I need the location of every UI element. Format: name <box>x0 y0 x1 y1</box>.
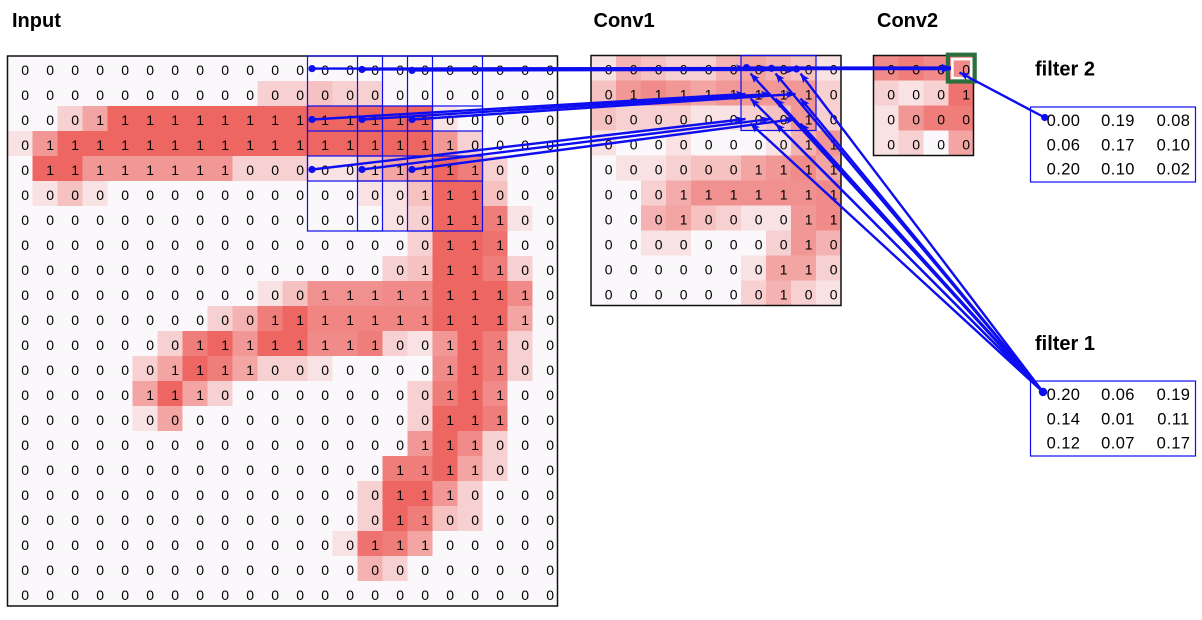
svg-text:Input: Input <box>12 10 61 32</box>
svg-text:0.000.190.08: 0.00 0.19 0.08 <box>1047 112 1191 130</box>
svg-text:0.200.100.02: 0.20 0.10 0.02 <box>1047 160 1191 178</box>
svg-text:filter 1: filter 1 <box>1035 333 1095 355</box>
svg-text:0.200.060.19: 0.20 0.06 0.19 <box>1047 386 1191 404</box>
svg-text:Conv1: Conv1 <box>594 10 655 32</box>
svg-text:0.140.010.11: 0.14 0.01 0.11 <box>1047 410 1190 428</box>
svg-text:Conv2: Conv2 <box>877 10 938 32</box>
svg-text:0.120.070.17: 0.12 0.07 0.17 <box>1047 434 1191 452</box>
svg-text:filter 2: filter 2 <box>1035 58 1095 80</box>
svg-text:0.060.170.10: 0.06 0.17 0.10 <box>1047 136 1191 154</box>
